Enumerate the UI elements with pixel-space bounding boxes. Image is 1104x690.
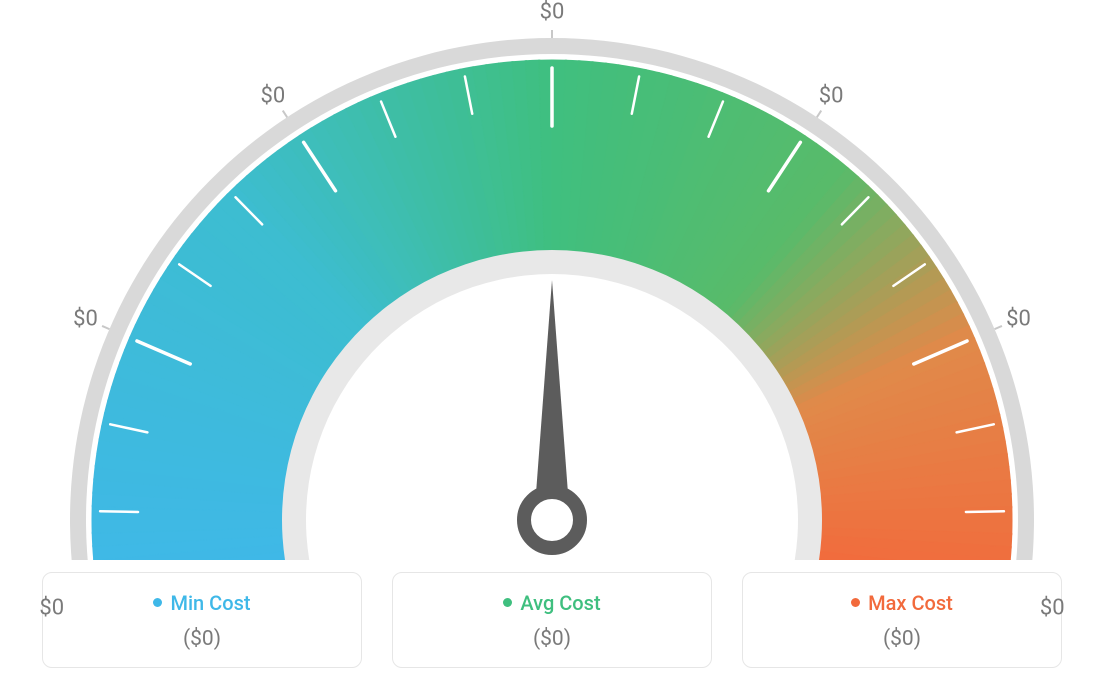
legend-title-max: Max Cost [751,591,1053,615]
gauge-tick-label: $0 [1040,596,1065,621]
legend-title-avg: Avg Cost [401,591,703,615]
legend-title-text: Max Cost [868,591,953,615]
gauge-tick-label: $0 [819,83,844,108]
legend-title-min: Min Cost [51,591,353,615]
legend-card-max: Max Cost ($0) [742,572,1062,668]
gauge-svg [0,0,1104,560]
legend-value-max: ($0) [751,627,1053,651]
legend-title-text: Avg Cost [520,591,600,615]
legend-dot-icon [503,598,512,607]
gauge-tick-label: $0 [1006,306,1031,331]
gauge-tick-label: $0 [39,596,64,621]
gauge-tick-label: $0 [73,306,98,331]
legend-card-min: Min Cost ($0) [42,572,362,668]
gauge-tick-label: $0 [540,0,565,25]
legend-row: Min Cost ($0) Avg Cost ($0) Max Cost ($0… [0,572,1104,668]
legend-value-avg: ($0) [401,627,703,651]
legend-value-min: ($0) [51,627,353,651]
legend-title-text: Min Cost [170,591,250,615]
legend-dot-icon [851,598,860,607]
legend-card-avg: Avg Cost ($0) [392,572,712,668]
gauge-tick-label: $0 [260,83,285,108]
legend-dot-icon [153,598,162,607]
gauge-chart: $0$0$0$0$0$0$0 [0,0,1104,560]
